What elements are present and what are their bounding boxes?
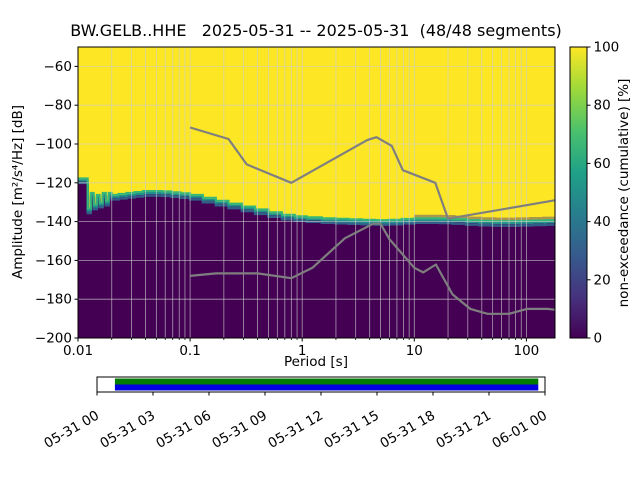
timeline-tick-label: 05-31 00 (41, 408, 102, 452)
timeline-tick-label: 05-31 18 (377, 408, 438, 452)
y-tick-label: −160 (35, 253, 72, 269)
plot-title: BW.GELB..HHE 2025-05-31 -- 2025-05-31 (4… (70, 21, 562, 40)
noise-model-line-nhnm (189, 126, 555, 220)
x-tick-label: 100 (513, 343, 539, 359)
colorbar-tick-label: 20 (594, 272, 611, 288)
y-axis-label: Amplitude [m²/s⁴/Hz] [dB] (10, 105, 26, 279)
heatmap-band-green (78, 177, 555, 223)
x-tick-label: 0.1 (179, 343, 200, 359)
colorbar-tick-label: 100 (594, 40, 620, 56)
x-axis-label: Period [s] (284, 354, 348, 370)
y-tick-label: −100 (35, 137, 72, 153)
y-tick-label: −120 (35, 175, 72, 191)
colorbar-layer: 0 20 40 60 80 100 (569, 40, 620, 347)
noise-model-line-nlnm (189, 222, 555, 315)
heatmap-band-blue (78, 181, 555, 227)
x-tick-label: 0.01 (63, 343, 93, 359)
noise-model-layer (189, 126, 555, 315)
timeline-tick-label: 06-01 00 (489, 408, 550, 452)
colorbar-tick-label: 80 (594, 98, 611, 114)
x-tick-label: 1 (298, 343, 307, 359)
timeline-tick-label: 05-31 03 (97, 408, 158, 452)
colorbar-tick-label: 0 (594, 331, 603, 347)
x-tick-label: 10 (406, 343, 423, 359)
timeline-availability-segment (114, 384, 539, 391)
colorbar-tick-label: 60 (594, 156, 611, 172)
grid-layer (78, 47, 555, 338)
colorbar-tick-label: 40 (594, 214, 611, 230)
heatmap-layer (78, 47, 555, 338)
y-tick-label: −80 (44, 98, 73, 114)
y-tick-label: −200 (35, 331, 72, 347)
heatmap-low-region (78, 179, 555, 338)
timeline-tick-label: 05-31 21 (433, 408, 494, 452)
y-tick-label: −60 (44, 59, 73, 75)
timeline-coverage-segment (114, 378, 539, 385)
colorbar-swatch (569, 46, 588, 339)
colorbar-label: non-exceedance (cumulative) [%] (616, 79, 632, 308)
plot-border (77, 46, 556, 339)
y-tick-label: −140 (35, 214, 72, 230)
timeline-tick-label: 05-31 09 (209, 408, 270, 452)
timeline-tick-label: 05-31 06 (153, 408, 214, 452)
timeline-tick-label: 05-31 12 (265, 408, 326, 452)
y-tick-label: −180 (35, 292, 72, 308)
timeline-tick-label: 05-31 15 (321, 408, 382, 452)
